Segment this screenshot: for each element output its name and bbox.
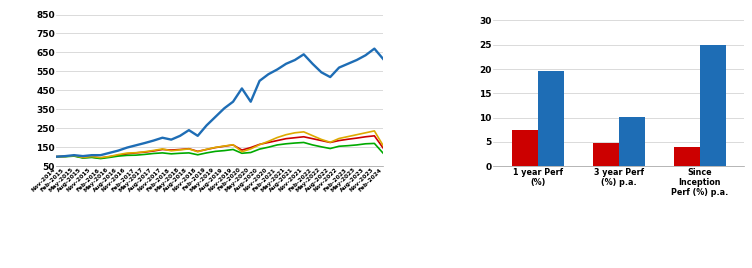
Bar <box>700 45 726 166</box>
Bar <box>619 117 644 166</box>
Legend: S&P 300, Model Portfolio: S&P 300, Model Portfolio <box>485 267 638 268</box>
Bar <box>511 130 538 166</box>
Legend: S&P 300, Small Caps, Micro Caps, Model Portfolio: S&P 300, Small Caps, Micro Caps, Model P… <box>57 267 358 268</box>
Bar <box>538 72 564 166</box>
Bar <box>674 147 700 166</box>
Bar <box>593 143 619 166</box>
